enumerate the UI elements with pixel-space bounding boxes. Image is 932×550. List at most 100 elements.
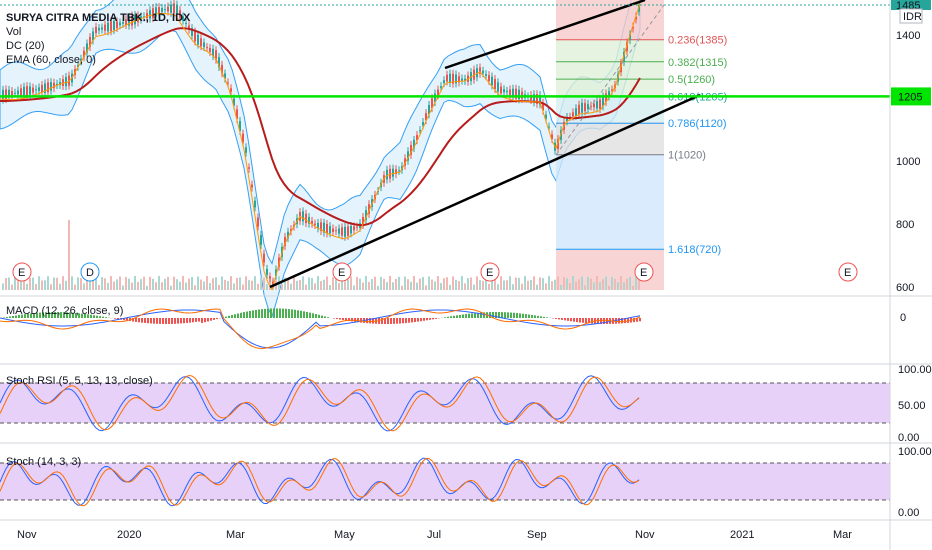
macd-histogram-bar xyxy=(288,309,290,318)
trendline-upper xyxy=(444,0,646,70)
stoch-rsi-d xyxy=(0,374,640,432)
candle-body xyxy=(431,98,433,109)
stoch-rsi-legend[interactable]: Stoch RSI (5, 5, 13, 13, close) xyxy=(6,375,153,387)
price-pane[interactable]: 0.236(1385)0.382(1315)0.5(1260)0.618(120… xyxy=(0,0,890,318)
volume-bar xyxy=(230,276,232,290)
stoch-rsi-pane[interactable] xyxy=(0,374,890,432)
macd-pane[interactable] xyxy=(0,308,641,349)
candle-body xyxy=(185,22,187,24)
dc-legend[interactable]: DC (20) xyxy=(6,40,45,52)
macd-legend[interactable]: MACD (12, 26, close, 9) xyxy=(6,305,124,317)
macd-histogram-bar xyxy=(576,318,578,323)
candle-body xyxy=(140,16,142,20)
macd-histogram-bar xyxy=(351,318,353,322)
x-tick: 2020 xyxy=(117,529,141,541)
candle-body xyxy=(464,78,466,82)
volume-bar xyxy=(515,277,517,290)
candle-body xyxy=(233,98,235,106)
macd-histogram-bar xyxy=(591,318,593,324)
candle-body xyxy=(491,76,493,86)
macd-histogram-bar xyxy=(144,318,146,323)
macd-histogram-bar xyxy=(231,315,233,318)
volume-bar xyxy=(458,281,460,290)
candle-body xyxy=(80,58,82,62)
volume-bar xyxy=(83,283,85,290)
macd-histogram-bar xyxy=(429,318,431,320)
candle-body xyxy=(179,10,181,18)
ema-legend[interactable]: EMA (60, close, 0) xyxy=(6,54,96,66)
volume-bar xyxy=(341,276,343,290)
candle-body xyxy=(272,281,274,285)
macd-histogram-bar xyxy=(435,318,437,319)
volume-bar xyxy=(257,283,259,290)
macd-histogram-bar xyxy=(543,316,545,318)
volume-bar xyxy=(38,276,40,290)
macd-histogram-bar xyxy=(498,312,500,318)
macd-histogram-bar xyxy=(6,316,8,318)
candle-body xyxy=(197,34,199,45)
symbol-title[interactable]: SURYA CITRA MEDIA TBK., 1D, IDX xyxy=(6,12,191,24)
stoch-pane[interactable] xyxy=(0,457,890,507)
fib-label: 0.382(1315) xyxy=(668,57,727,69)
volume-bar xyxy=(32,277,34,290)
candle-body xyxy=(65,76,67,87)
candle-body xyxy=(356,226,358,228)
candle-body xyxy=(347,226,349,236)
macd-histogram-bar xyxy=(453,315,455,318)
candle-body xyxy=(137,15,139,23)
candle-body xyxy=(89,37,91,47)
candle-body xyxy=(20,88,22,96)
candle-body xyxy=(461,78,463,81)
candle-body xyxy=(8,89,10,98)
volume-bar xyxy=(566,278,568,290)
volume-bar xyxy=(290,283,292,290)
volume-bar xyxy=(305,284,307,290)
candle-body xyxy=(497,82,499,92)
candle-body xyxy=(635,16,637,20)
macd-histogram-bar xyxy=(216,318,218,320)
candle-body xyxy=(449,73,451,83)
macd-histogram-bar xyxy=(516,313,518,318)
macd-histogram-bar xyxy=(75,312,77,318)
candle-body xyxy=(167,6,169,12)
volume-bar xyxy=(317,276,319,290)
candle-body xyxy=(95,26,97,34)
x-tick: Mar xyxy=(833,529,852,541)
macd-histogram-bar xyxy=(45,312,47,318)
vol-legend[interactable]: Vol xyxy=(6,26,22,38)
candle-body xyxy=(77,65,79,67)
macd-histogram-bar xyxy=(372,318,374,324)
volume-bar xyxy=(377,285,379,290)
volume-bar xyxy=(599,281,601,290)
candle-body xyxy=(176,4,178,15)
volume-bar xyxy=(542,278,544,290)
fib-label: 1(1020) xyxy=(668,150,706,162)
macd-histogram-bar xyxy=(84,313,86,318)
macd-histogram-bar xyxy=(360,318,362,323)
macd-histogram-bar xyxy=(63,312,65,318)
volume-bar xyxy=(323,279,325,290)
volume-bar xyxy=(602,279,604,290)
macd-histogram-bar xyxy=(624,318,626,324)
macd-histogram-bar xyxy=(414,318,416,323)
candle-body xyxy=(224,73,226,79)
volume-bar xyxy=(62,276,64,290)
macd-histogram-bar xyxy=(234,314,236,318)
candle-body xyxy=(542,102,544,111)
candle-body xyxy=(512,88,514,98)
macd-histogram-bar xyxy=(156,318,158,324)
volume-bar xyxy=(593,282,595,290)
volume-bar xyxy=(626,278,628,290)
candle-body xyxy=(335,230,337,232)
candle-body xyxy=(422,122,424,126)
macd-histogram-bar xyxy=(240,312,242,318)
macd-histogram-bar xyxy=(21,314,23,318)
volume-bar xyxy=(284,277,286,290)
volume-bar xyxy=(404,276,406,290)
macd-histogram-bar xyxy=(321,315,323,318)
volume-bar xyxy=(92,279,94,290)
macd-histogram-bar xyxy=(534,315,536,318)
stoch-legend[interactable]: Stoch (14, 3, 3) xyxy=(6,456,82,468)
macd-histogram-bar xyxy=(585,318,587,324)
